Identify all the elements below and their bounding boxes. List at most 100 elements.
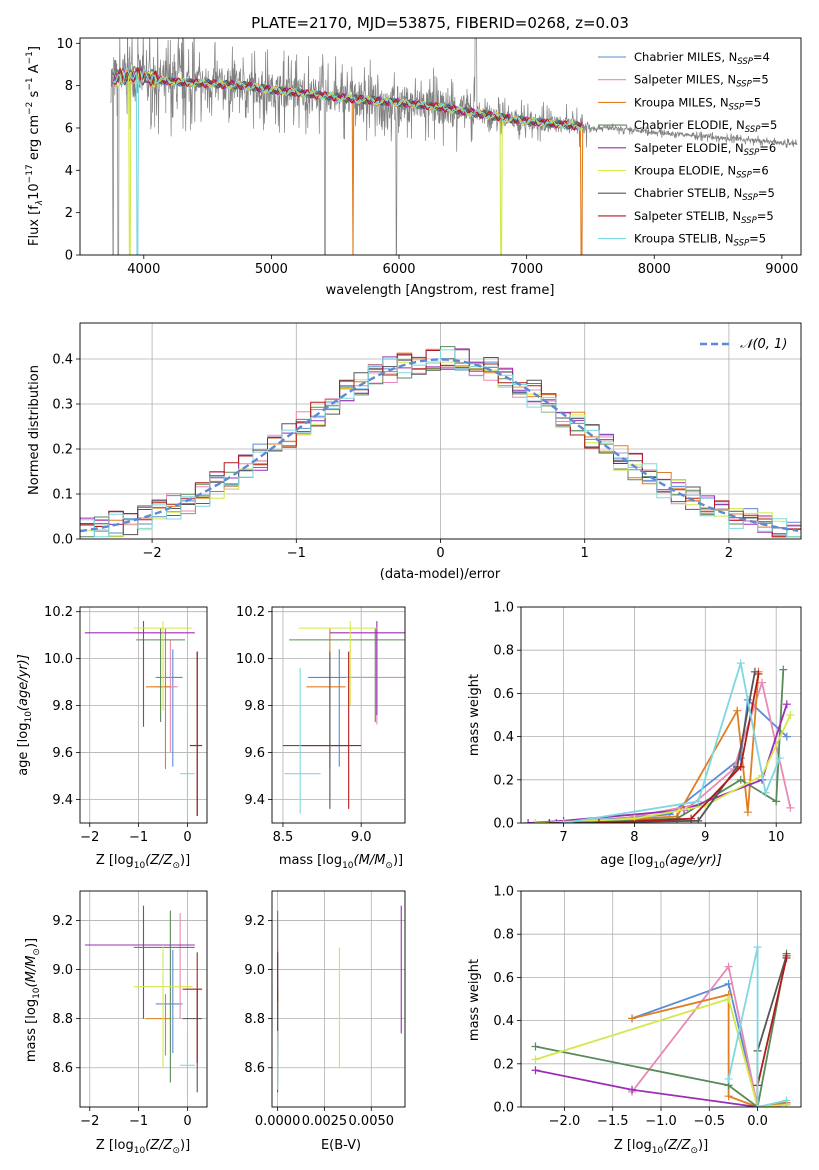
axes-spectrum: 4000 5000 6000 7000 8000 9000 0 2 4 6 8 10 bbox=[56, 37, 802, 277]
x-tick-label: 0.0025 bbox=[302, 1114, 348, 1129]
x-tick-label: −1 bbox=[129, 830, 148, 845]
x-tick-label: −2 bbox=[80, 830, 99, 845]
histogram-salpeter-stelib bbox=[80, 350, 801, 538]
y-tick-label: 0.0 bbox=[493, 817, 514, 832]
axes-mass_weight_vs_Z: −2.0 −1.5 −1.0 −0.5 0.0 0.0 0.2 0.4 0.6 0.8 1.0 bbox=[493, 885, 802, 1129]
x-tick-label: 0 bbox=[183, 830, 191, 845]
axis-frame-mass_weight_vs_Z: −2.0 −1.5 −1.0 −0.5 0.0 0.0 0.2 0.4 0.6 0.8 1.0 bbox=[493, 885, 802, 1129]
series-marker bbox=[786, 711, 795, 719]
y-tick-label: 0.8 bbox=[493, 928, 514, 943]
spectrum-legend: Chabrier MILES, NSSP=4 Salpeter MILES, NS… bbox=[598, 50, 777, 249]
series-marker bbox=[736, 762, 745, 771]
y-tick-label: 4 bbox=[65, 164, 73, 179]
axes-border bbox=[520, 606, 802, 824]
x-tick-label: −2.0 bbox=[549, 1114, 581, 1129]
series-marker bbox=[559, 819, 568, 823]
y-tick-label: 0.2 bbox=[493, 1057, 514, 1072]
plot-area-age_vs_mass bbox=[272, 607, 405, 823]
spectrum-model-chabrier-stelib bbox=[112, 68, 584, 130]
series-marker bbox=[786, 803, 795, 812]
x-tick-label: 0 bbox=[436, 546, 444, 561]
series-marker bbox=[782, 953, 791, 962]
x-tick-label: 8.5 bbox=[273, 830, 294, 845]
y-tick-label: 8.8 bbox=[52, 1012, 73, 1027]
y-tick-label: 9.0 bbox=[244, 963, 265, 978]
residual-y-axis-label: Normed distribution bbox=[27, 365, 42, 495]
axes-border bbox=[79, 322, 802, 540]
y-tick-label: 9.2 bbox=[244, 914, 265, 929]
errorbar-chabrier-miles bbox=[155, 949, 183, 1053]
x-tick-label: 0 bbox=[183, 1114, 191, 1129]
y-tick-label: 0.3 bbox=[52, 398, 73, 413]
y-tick-label: 9.6 bbox=[244, 746, 265, 761]
y-tick-label: 2 bbox=[65, 206, 73, 221]
errorbar-chabrier-elodie bbox=[289, 628, 405, 723]
series-marker bbox=[779, 665, 788, 674]
series-marker bbox=[694, 816, 703, 823]
y-tick-label: 1.0 bbox=[493, 601, 514, 616]
errorbar-salpeter-stelib bbox=[182, 952, 203, 1063]
y-tick-label: 0.4 bbox=[52, 353, 73, 368]
series-marker bbox=[753, 943, 762, 952]
series-marker bbox=[743, 808, 752, 817]
y-tick-label: 9.8 bbox=[244, 699, 265, 714]
x-tick-label: −0.5 bbox=[693, 1114, 725, 1129]
y-tick-label: 6 bbox=[65, 121, 73, 136]
axis-frame-mass_vs_ebv: 0.0000 0.0025 0.0050 8.6 8.8 9.0 9.2 bbox=[244, 890, 406, 1129]
axes-border bbox=[79, 37, 802, 256]
plot-area-age_vs_Z bbox=[80, 607, 207, 823]
series-marker bbox=[524, 819, 533, 823]
residual-x-axis-label: (data-model)/error bbox=[380, 567, 501, 582]
y-tick-label: 8.6 bbox=[52, 1061, 73, 1076]
series-kroupa-elodie bbox=[531, 711, 795, 823]
mass-weight-Z-y-axis-label: mass weight bbox=[467, 959, 482, 1041]
spectrum-x-axis-label: wavelength [Angstrom, rest frame] bbox=[326, 283, 555, 298]
series-marker bbox=[782, 1096, 791, 1105]
y-tick-label: 0.6 bbox=[493, 687, 514, 702]
errorbar-kroupa-elodie bbox=[133, 945, 193, 1068]
errorbar-kroupa-miles bbox=[145, 994, 171, 1056]
errorbar-salpeter-elodie bbox=[84, 905, 195, 1019]
errorbar-salpeter-stelib bbox=[301, 651, 362, 809]
series-salpeter-stelib bbox=[594, 669, 763, 823]
y-tick-label: 9.2 bbox=[52, 914, 73, 929]
x-tick-label: −2 bbox=[143, 546, 162, 561]
axis-frame-age_vs_Z: −2 −1 0 9.4 9.6 9.8 10.0 10.2 bbox=[44, 605, 208, 845]
series-marker bbox=[628, 1014, 637, 1023]
series-marker bbox=[758, 678, 767, 687]
errorbar-salpeter-stelib bbox=[189, 651, 203, 816]
x-tick-label: −1.5 bbox=[597, 1114, 629, 1129]
y-tick-label: 0.0 bbox=[493, 1101, 514, 1116]
axis-frame-residuals: −2 −1 0 1 2 0.0 0.1 0.2 0.3 0.4 bbox=[52, 322, 802, 561]
y-tick-label: 9.4 bbox=[244, 793, 265, 808]
series-marker bbox=[772, 797, 781, 806]
errorbar-kroupa-miles bbox=[145, 628, 171, 769]
axes-age_vs_Z: −2 −1 0 9.4 9.6 9.8 10.0 10.2 bbox=[44, 605, 208, 845]
series-kroupa-stelib bbox=[559, 659, 784, 823]
x-tick-label: 10 bbox=[768, 830, 785, 845]
errorbar-salpeter-elodie bbox=[329, 621, 405, 715]
x-tick-label: 6000 bbox=[382, 262, 415, 277]
x-tick-label: −1 bbox=[287, 546, 306, 561]
series-marker bbox=[531, 819, 540, 823]
y-tick-label: 0.2 bbox=[52, 443, 73, 458]
errorbar-kroupa-elodie bbox=[133, 621, 193, 711]
series-marker bbox=[753, 1103, 762, 1107]
x-tick-label: 1 bbox=[581, 546, 589, 561]
axes-residuals: −2 −1 0 1 2 0.0 0.1 0.2 0.3 0.4 bbox=[52, 322, 802, 561]
x-tick-label: 0.0000 bbox=[255, 1114, 301, 1129]
age-vs-Z-x-axis-label: Z [log10(Z/Z⊙)] bbox=[96, 853, 190, 871]
y-tick-label: 8.8 bbox=[244, 1012, 265, 1027]
x-tick-label: −2 bbox=[80, 1114, 99, 1129]
y-tick-label: 9.8 bbox=[52, 699, 73, 714]
series-marker bbox=[545, 819, 554, 823]
series-marker bbox=[761, 788, 770, 797]
series-marker bbox=[687, 814, 696, 823]
series-marker bbox=[694, 797, 703, 806]
series-marker bbox=[782, 700, 791, 709]
series-marker bbox=[724, 995, 733, 1003]
legend-label-kroupa-miles: Kroupa MILES, NSSP=5 bbox=[634, 95, 761, 112]
x-tick-label: 2 bbox=[725, 546, 733, 561]
series-marker bbox=[531, 1055, 540, 1064]
